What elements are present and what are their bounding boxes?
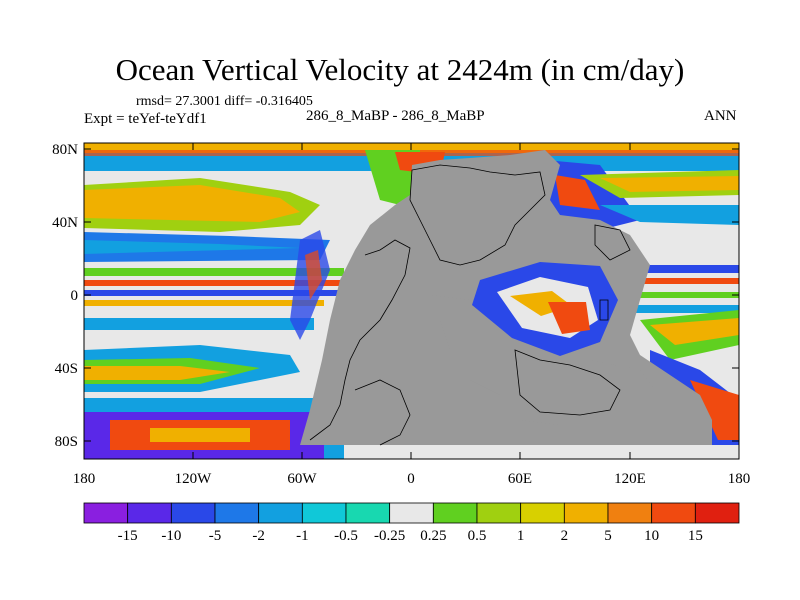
lat-tick-label: 80N xyxy=(52,142,78,158)
colorbar-swatch xyxy=(607,502,653,524)
eq-pacific-band-3 xyxy=(84,290,344,296)
lat-tick-label: 80S xyxy=(55,434,78,450)
colorbar-swatch xyxy=(520,502,565,524)
colorbar-label: 15 xyxy=(688,528,703,544)
east-eq-band-3 xyxy=(630,292,739,298)
colorbar-label: -0.25 xyxy=(374,528,405,544)
x-ticks xyxy=(83,143,740,459)
eq-pacific-band-5 xyxy=(84,318,314,330)
colorbar-label: -0.5 xyxy=(334,528,358,544)
east-north-blue xyxy=(600,205,739,225)
colorbar-labels: -15 -10 -5 -2 -1 -0.5 -0.25 0.25 0.5 1 2 5 10 15 xyxy=(118,528,703,544)
colorbar-label: 10 xyxy=(644,528,659,544)
lon-tick-label: 120E xyxy=(614,471,646,487)
east-north-orange xyxy=(600,176,739,192)
east-eq-band-1 xyxy=(630,265,739,273)
coastline-north xyxy=(409,164,546,266)
gondwana-east-lobe xyxy=(430,295,655,425)
colorbar-swatch xyxy=(127,502,172,524)
colorbar-swatch xyxy=(651,502,696,524)
lon-tick-label: 120W xyxy=(175,471,213,487)
coastline-southeast xyxy=(514,349,621,416)
colorbar-swatch xyxy=(258,502,303,524)
eq-pacific-band-2 xyxy=(84,280,344,286)
colorbar-label: -1 xyxy=(296,528,309,544)
experiment-label: Expt = teYef-teYdf1 xyxy=(84,111,207,127)
lon-tick-label: 60W xyxy=(287,471,317,487)
tethys-sea-overlay-red xyxy=(548,302,590,334)
colorbar-label: -5 xyxy=(209,528,222,544)
colorbar-swatch xyxy=(83,502,129,524)
colorbar-label: 2 xyxy=(561,528,569,544)
east-eq-band-2 xyxy=(630,278,739,284)
coastline-southwest xyxy=(354,379,411,446)
coastline-small-island xyxy=(599,299,609,321)
east-eq-band-4 xyxy=(630,305,739,313)
colorbar-label: 5 xyxy=(604,528,612,544)
lon-tick-label: 60E xyxy=(508,471,532,487)
colorbar-swatch xyxy=(694,502,740,524)
colorbar-label: -2 xyxy=(252,528,265,544)
colorbar-swatch xyxy=(170,502,216,524)
colorbar-label: -15 xyxy=(118,528,138,544)
west-coast-noise-red xyxy=(305,250,322,300)
north-pacific-core xyxy=(84,185,300,222)
eq-pacific-band-1 xyxy=(84,268,344,276)
colorbar-label: 1 xyxy=(517,528,525,544)
east-margin-red xyxy=(690,380,739,440)
lon-tick-label: 180 xyxy=(73,471,96,487)
colorbar-swatch xyxy=(389,502,434,524)
eq-pacific-band-4 xyxy=(84,300,324,306)
lat-tick-label: 40N xyxy=(52,215,78,231)
east-south-orange xyxy=(650,318,739,345)
lat-tick-label: 0 xyxy=(71,288,79,304)
colorbar-swatch xyxy=(301,502,347,524)
tethys-east-red xyxy=(555,175,600,210)
colorbar-swatch xyxy=(214,502,260,524)
colorbar-swatch xyxy=(476,502,522,524)
southern-ocean-orange xyxy=(150,428,250,442)
south-pacific-core xyxy=(84,366,230,380)
map-field xyxy=(84,143,739,459)
colorbar-label: 0.5 xyxy=(468,528,487,544)
colorbar-label: -10 xyxy=(161,528,181,544)
y-tick-labels: 80N 40N 0 40S 80S xyxy=(52,142,78,450)
colorbar xyxy=(83,502,740,524)
coastline-east-island xyxy=(594,224,631,261)
colorbar-swatch xyxy=(563,502,609,524)
colorbar-label: 0.25 xyxy=(420,528,446,544)
case-label: 286_8_MaBP - 286_8_MaBP xyxy=(306,108,485,124)
lon-tick-label: 0 xyxy=(407,471,415,487)
y-ticks xyxy=(84,148,739,442)
rmsd-diff-stats: rmsd= 27.3001 diff= -0.316405 xyxy=(136,94,313,109)
season-label: ANN xyxy=(704,108,737,124)
lat-tick-label: 40S xyxy=(55,361,78,377)
coastline-west xyxy=(309,239,411,441)
x-tick-labels: 180 120W 60W 0 60E 120E 180 xyxy=(73,471,751,487)
colorbar-swatch xyxy=(345,502,391,524)
north-pacific-downwelling-inner xyxy=(84,240,300,254)
colorbar-swatch xyxy=(432,502,478,524)
lon-tick-label: 180 xyxy=(728,471,751,487)
plot-title: Ocean Vertical Velocity at 2424m (in cm/… xyxy=(115,52,685,87)
